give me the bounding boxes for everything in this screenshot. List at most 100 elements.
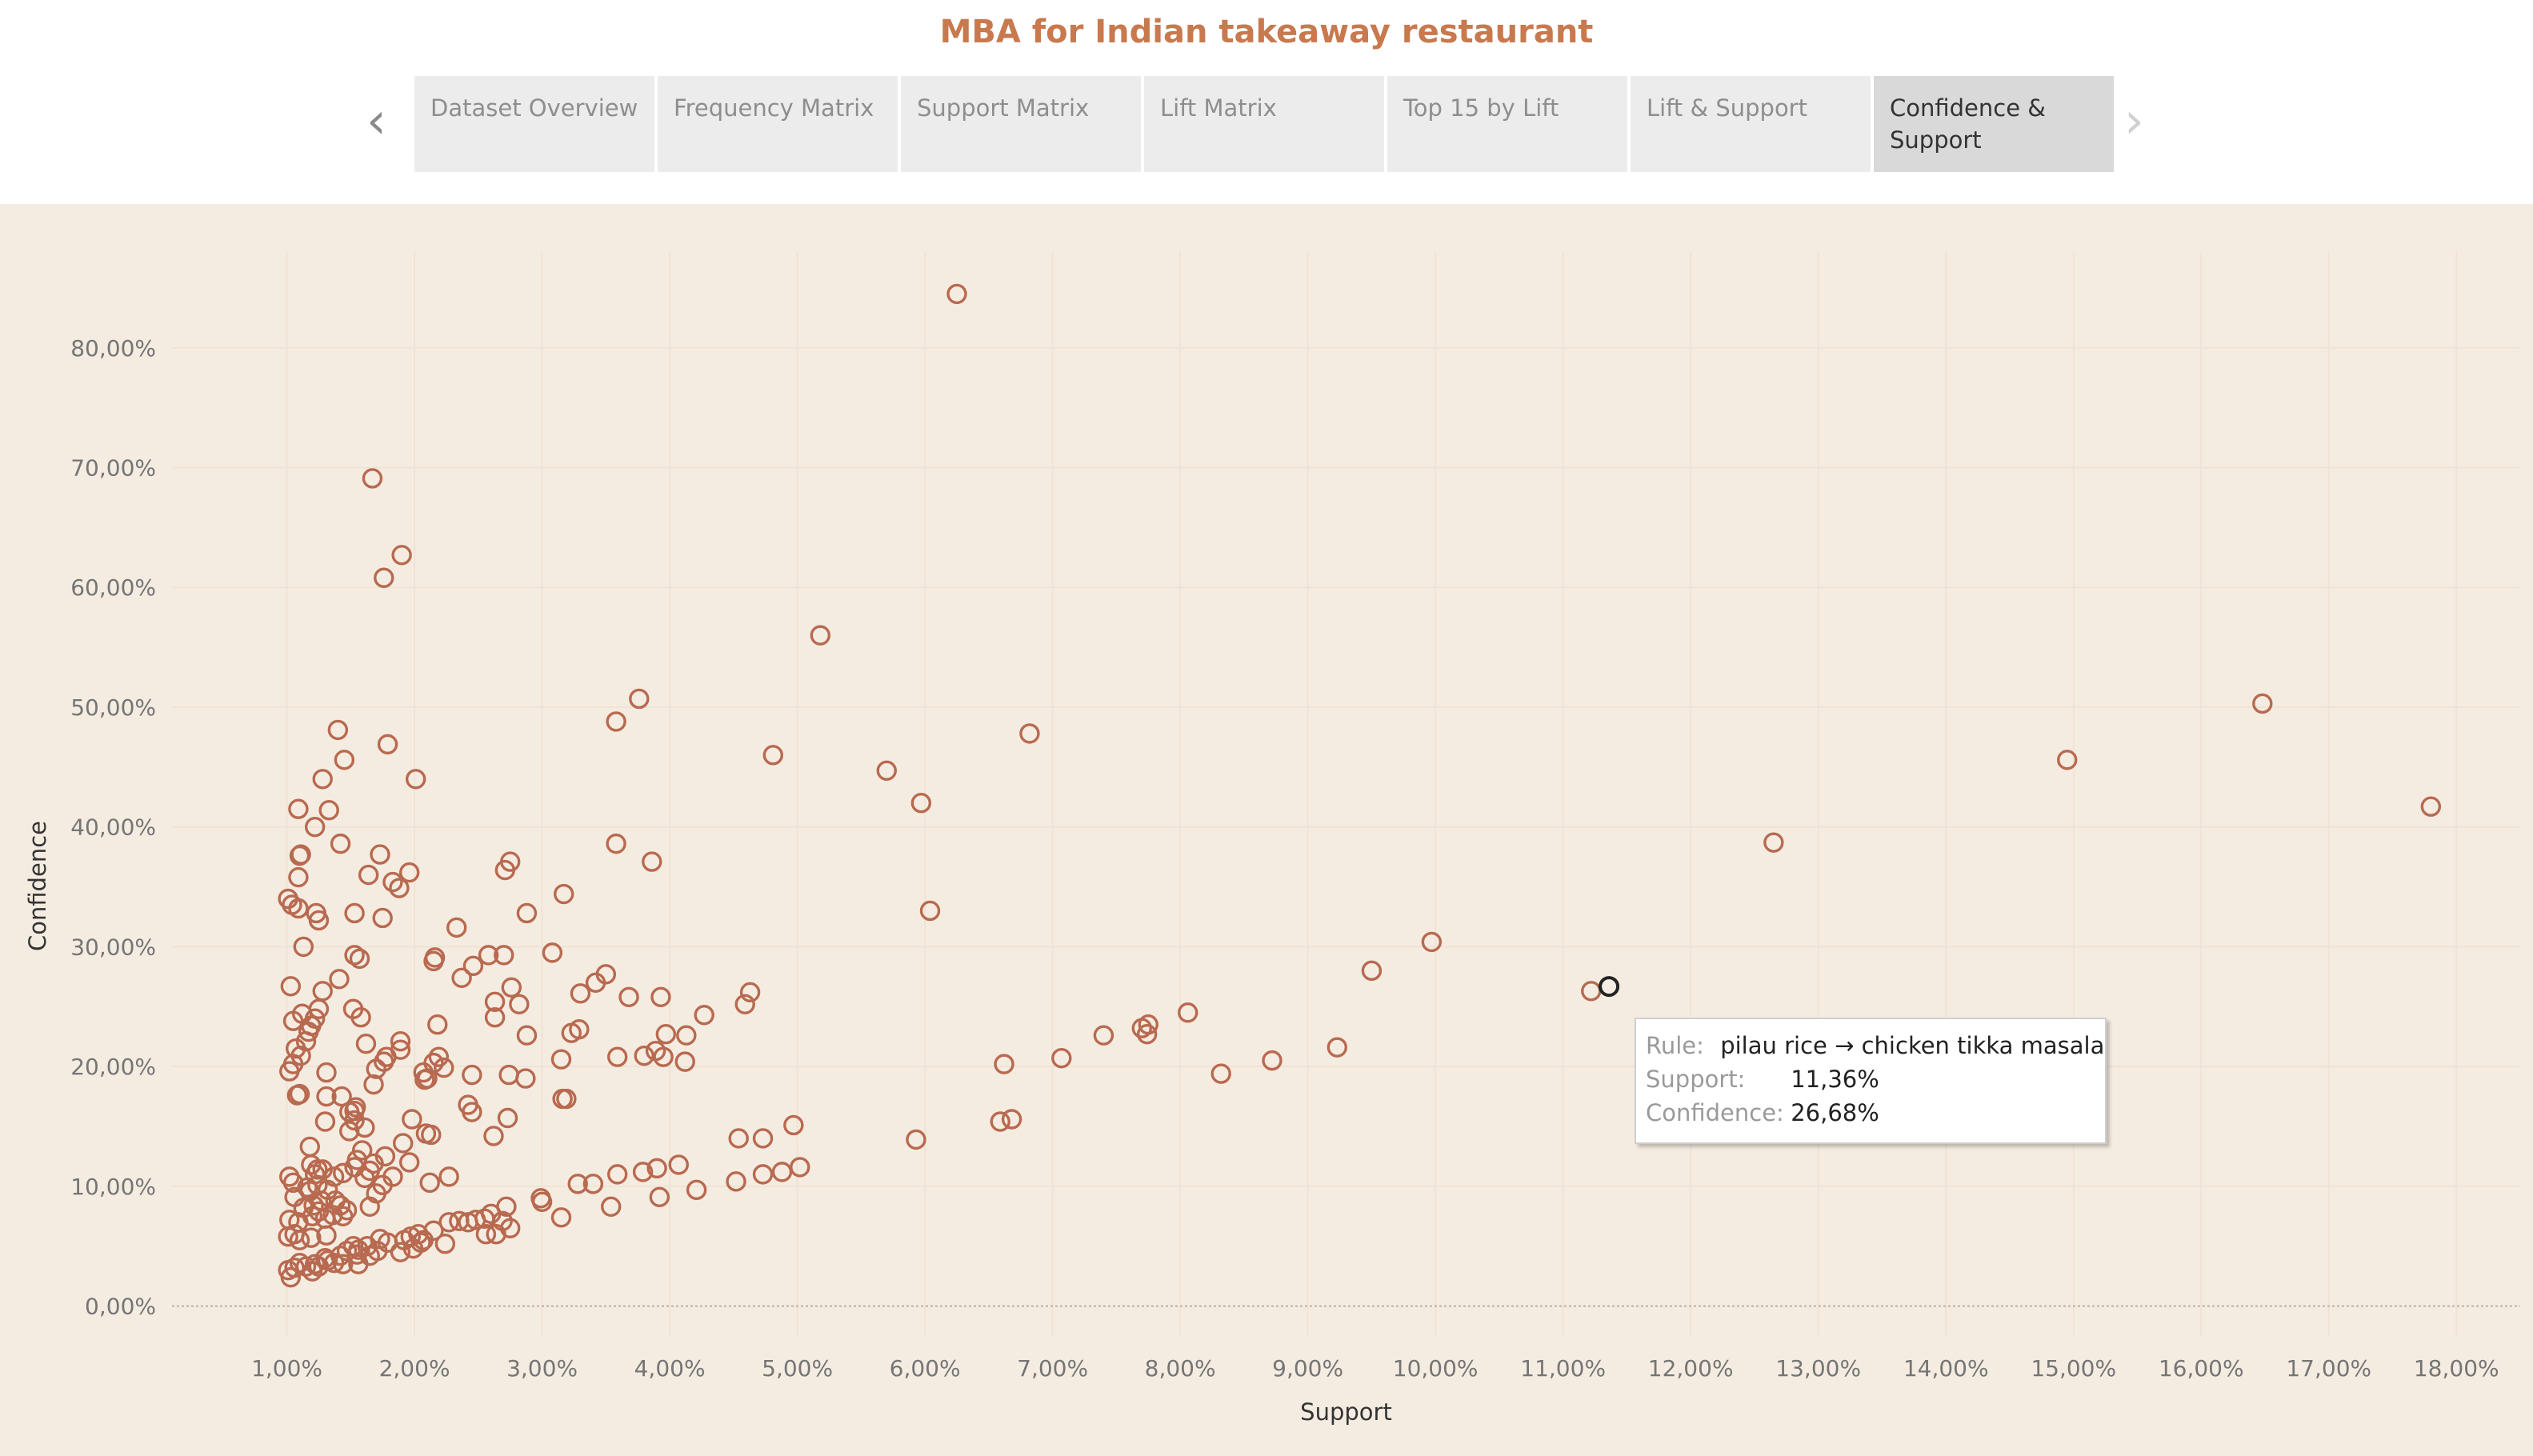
data-point: [462, 955, 484, 977]
data-point: [686, 1179, 707, 1201]
data-point: [919, 900, 941, 922]
data-point: [382, 871, 403, 893]
data-point: [906, 1129, 926, 1150]
tab-dataset-overview[interactable]: Dataset Overview: [414, 76, 654, 172]
data-point: [344, 1157, 365, 1178]
data-point: [553, 883, 574, 905]
data-point: [674, 1051, 695, 1072]
data-point: [650, 986, 671, 1007]
data-point: [333, 1206, 354, 1226]
data-point: [632, 1162, 654, 1182]
data-point: [434, 1057, 454, 1078]
data-point: [377, 734, 398, 755]
data-point: [330, 833, 351, 854]
data-point: [1131, 1018, 1152, 1038]
data-point: [501, 977, 522, 998]
data-point: [288, 866, 309, 888]
data-point: [303, 1195, 324, 1216]
data-point: [299, 1136, 320, 1158]
x-tick-label: 1,00%: [251, 1355, 322, 1382]
data-point: [994, 1054, 1014, 1074]
data-point: [428, 1046, 450, 1067]
data-point: [354, 1117, 375, 1138]
data-point: [515, 1068, 536, 1089]
data-point: [497, 1107, 518, 1129]
data-point: [389, 878, 410, 898]
tooltip-rule-row: Rule: pilau rice → chicken tikka masala: [1646, 1029, 2104, 1062]
chart-area: 1,00% 2,00% 3,00% 4,00% 5,00% 6,00% 7,00% 8,00%…: [0, 204, 2533, 1456]
data-point: [282, 1010, 304, 1031]
data-point: [1210, 1063, 1231, 1084]
data-point: [516, 1025, 538, 1046]
data-point: [351, 1140, 373, 1161]
tab-lift-matrix[interactable]: Lift Matrix: [1144, 76, 1384, 172]
data-point: [1262, 1050, 1283, 1071]
data-point: [606, 1164, 628, 1185]
data-point: [327, 719, 349, 741]
data-point: [2057, 750, 2078, 770]
tab-confidence-and-support[interactable]: Confidence & Support: [1874, 76, 2114, 172]
data-point: [414, 1069, 435, 1090]
data-point: [462, 1102, 482, 1122]
data-point: [288, 898, 309, 919]
data-point: [333, 1162, 354, 1184]
data-point: [618, 986, 639, 1007]
data-point: [567, 1174, 588, 1194]
y-tick-label: 10,00%: [70, 1174, 156, 1200]
data-point: [344, 945, 365, 966]
data-point: [810, 625, 831, 646]
data-point: [349, 948, 370, 970]
data-point: [318, 800, 339, 821]
data-point: [475, 1224, 497, 1245]
data-point: [646, 1158, 667, 1179]
tooltip-support-value: 11,36%: [1791, 1066, 1879, 1093]
data-point: [393, 1133, 414, 1154]
data-point: [359, 1245, 380, 1266]
chevron-right-icon[interactable]: ›: [2124, 91, 2144, 150]
y-tick-label: 50,00%: [70, 694, 156, 721]
x-tick-label: 14,00%: [1903, 1355, 1989, 1382]
data-point: [402, 1238, 424, 1259]
data-point: [783, 1114, 804, 1136]
data-point: [421, 1124, 442, 1146]
data-point: [279, 1061, 300, 1082]
data-point: [363, 1074, 384, 1095]
tab-frequency-matrix[interactable]: Frequency Matrix: [658, 76, 898, 172]
data-point: [350, 1007, 371, 1028]
data-point: [314, 1111, 336, 1132]
data-point: [359, 1196, 380, 1217]
data-point: [726, 1171, 746, 1192]
data-point: [790, 1157, 810, 1178]
data-point: [446, 917, 467, 938]
tooltip-support-key: Support:: [1646, 1066, 1746, 1093]
data-point: [582, 1174, 604, 1194]
data-point: [771, 1162, 793, 1182]
data-point: [316, 1086, 337, 1107]
data-point: [910, 793, 932, 814]
tab-support-matrix[interactable]: Support Matrix: [901, 76, 1141, 172]
x-tick-label: 9,00%: [1272, 1355, 1343, 1382]
data-point: [655, 1023, 677, 1045]
x-tick-label: 7,00%: [1017, 1355, 1088, 1382]
data-point: [312, 981, 333, 1002]
data-point: [739, 982, 761, 1002]
data-point: [424, 947, 446, 968]
data-point: [483, 1126, 504, 1146]
tab-lift-and-support[interactable]: Lift & Support: [1631, 76, 1871, 172]
data-point: [308, 1256, 330, 1277]
x-tick-label: 13,00%: [1775, 1355, 1861, 1382]
data-point: [391, 545, 412, 566]
chevron-left-icon[interactable]: ‹: [366, 91, 386, 150]
y-tick-label: 20,00%: [70, 1054, 156, 1080]
data-point: [552, 1088, 573, 1110]
data-point: [2252, 693, 2273, 714]
data-point: [346, 1244, 367, 1265]
data-point: [474, 1208, 495, 1229]
data-point: [752, 1128, 774, 1149]
tab-top-15-by-lift[interactable]: Top 15 by Lift: [1387, 76, 1627, 172]
data-point: [286, 1085, 308, 1106]
data-point: [550, 1049, 572, 1070]
data-point: [1763, 832, 1784, 853]
data-point: [278, 1226, 298, 1247]
data-point: [752, 1164, 774, 1185]
